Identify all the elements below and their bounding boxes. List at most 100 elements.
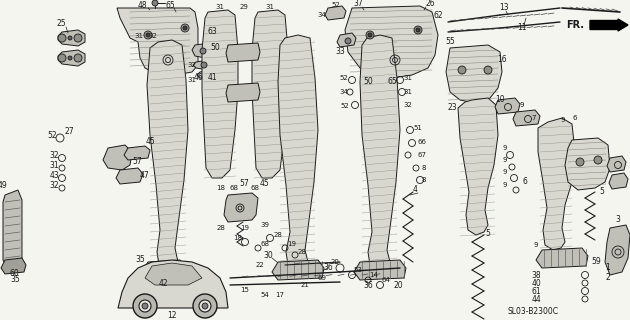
Text: 52: 52 [47,131,57,140]
Polygon shape [224,193,258,222]
Text: 65: 65 [387,77,397,86]
Circle shape [366,31,374,39]
Text: 1: 1 [605,263,610,273]
Polygon shape [605,225,630,275]
Text: 67: 67 [418,152,427,158]
Circle shape [144,31,152,39]
Text: 34: 34 [318,12,326,18]
Text: 53: 53 [353,267,362,273]
Text: 68: 68 [251,185,260,191]
Text: 32: 32 [49,150,59,159]
Polygon shape [147,40,188,270]
Text: 68: 68 [260,241,270,247]
Circle shape [133,294,157,318]
Polygon shape [3,190,22,270]
Text: 45: 45 [145,138,155,147]
Polygon shape [278,35,318,270]
Text: 35: 35 [135,255,145,265]
Polygon shape [1,258,26,274]
Text: 9: 9 [503,157,507,163]
Circle shape [594,156,602,164]
Polygon shape [609,173,628,189]
Polygon shape [103,145,132,170]
Text: 40: 40 [531,278,541,287]
Text: 43: 43 [49,171,59,180]
Text: 13: 13 [499,4,509,12]
Text: 19: 19 [241,225,249,231]
Text: 32: 32 [49,180,59,189]
Text: 59: 59 [591,258,601,267]
Polygon shape [495,98,520,114]
Text: 5: 5 [600,188,604,196]
Text: 17: 17 [275,292,285,298]
Text: 42: 42 [158,279,168,289]
Text: 31: 31 [403,75,413,81]
Text: 28: 28 [297,249,306,255]
Polygon shape [252,10,288,178]
Polygon shape [226,43,260,62]
Text: 41: 41 [207,74,217,83]
Text: 52: 52 [340,75,348,81]
Text: 18: 18 [234,235,243,241]
Circle shape [416,28,420,32]
Circle shape [152,0,158,6]
Circle shape [74,54,82,62]
Circle shape [458,66,466,74]
Text: 44: 44 [531,294,541,303]
Circle shape [58,34,66,42]
Polygon shape [118,260,228,308]
Circle shape [193,294,217,318]
Text: 47: 47 [140,171,150,180]
Text: 52: 52 [331,2,340,8]
Text: 9: 9 [503,145,507,151]
Polygon shape [116,168,143,184]
Text: 60: 60 [9,268,19,277]
Text: 28: 28 [217,225,226,231]
Text: 9: 9 [534,242,538,248]
Text: 50: 50 [210,44,220,52]
Text: 26: 26 [425,0,435,9]
Circle shape [142,303,148,309]
Polygon shape [226,83,260,102]
Polygon shape [58,30,85,46]
Polygon shape [458,98,498,235]
Text: 9: 9 [503,169,507,175]
Polygon shape [145,263,202,285]
Circle shape [368,33,372,37]
Text: 31: 31 [215,4,224,10]
Text: 15: 15 [241,287,249,293]
Text: 63: 63 [207,28,217,36]
Text: 62: 62 [433,11,443,20]
Polygon shape [345,6,438,78]
Polygon shape [360,35,400,270]
Circle shape [202,303,208,309]
Polygon shape [272,260,324,280]
Polygon shape [325,6,346,20]
Text: 25: 25 [56,19,66,28]
Text: 18: 18 [217,185,226,191]
Circle shape [146,33,150,37]
Circle shape [199,300,211,312]
Circle shape [68,36,72,40]
Text: 35: 35 [10,276,20,284]
Text: 3: 3 [616,215,621,225]
Text: 28: 28 [273,232,282,238]
Text: 19: 19 [287,241,297,247]
Text: 23: 23 [447,103,457,113]
Text: 61: 61 [531,286,541,295]
Text: 8: 8 [421,177,427,183]
Text: 20: 20 [331,259,340,265]
Polygon shape [192,43,215,58]
Text: 52: 52 [341,103,350,109]
Text: 50: 50 [363,77,373,86]
Text: 57: 57 [132,157,142,166]
Text: 7: 7 [532,115,536,121]
Polygon shape [124,146,150,160]
Circle shape [414,26,422,34]
Text: 37: 37 [353,0,363,9]
Text: 8: 8 [421,165,427,171]
Polygon shape [197,70,213,80]
Polygon shape [202,10,238,178]
Text: 31: 31 [188,77,197,83]
Text: 31: 31 [403,89,413,95]
